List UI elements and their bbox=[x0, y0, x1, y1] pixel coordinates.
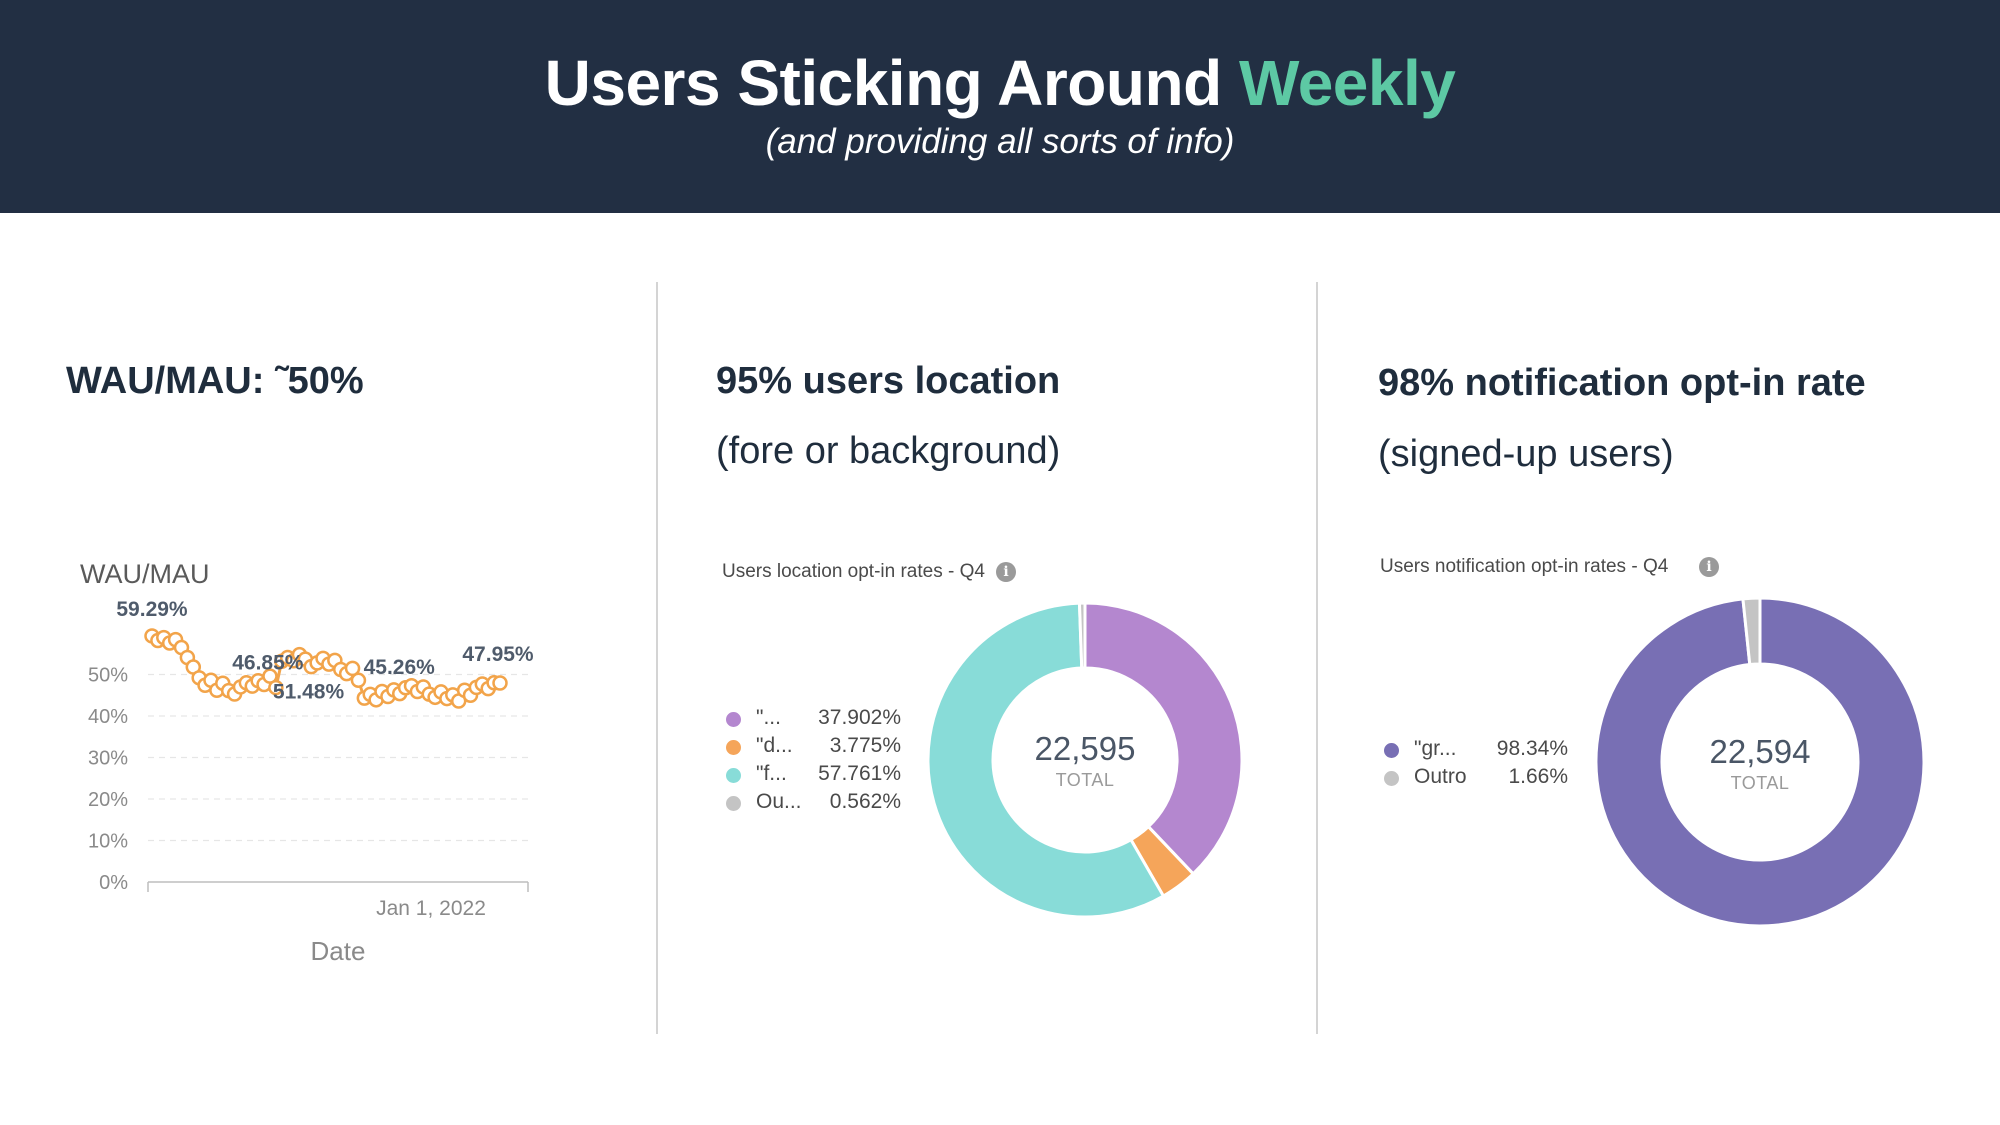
notification-donut-chart bbox=[1595, 597, 1925, 927]
notification-panel-subtitle: (signed-up users) bbox=[1378, 433, 1674, 475]
data-label: 59.29% bbox=[116, 598, 188, 621]
column-divider bbox=[656, 282, 658, 1034]
x-axis-label: Date bbox=[311, 936, 366, 966]
data-point[interactable] bbox=[350, 672, 367, 689]
header-banner: Users Sticking Around Weekly (and provid… bbox=[0, 0, 2000, 213]
legend-value: 98.34% bbox=[1496, 737, 1568, 760]
data-label: 46.85% bbox=[232, 652, 304, 675]
info-icon[interactable]: i bbox=[996, 562, 1016, 582]
x-tick-label: Jan 1, 2022 bbox=[376, 897, 486, 920]
column-divider bbox=[1316, 282, 1318, 1034]
legend-value: 1.66% bbox=[1508, 765, 1568, 788]
legend-item[interactable]: Ou... 0.562% bbox=[726, 790, 901, 818]
data-label: 47.95% bbox=[462, 643, 534, 666]
location-donut-center: 22,595 TOTAL bbox=[985, 730, 1185, 791]
legend-swatch bbox=[726, 712, 741, 727]
legend-item[interactable]: "f... 57.761% bbox=[726, 762, 901, 790]
legend-label: Ou... bbox=[756, 790, 802, 813]
y-tick-label: 10% bbox=[88, 831, 128, 853]
legend-swatch bbox=[726, 796, 741, 811]
page-title: Users Sticking Around Weekly bbox=[0, 46, 2000, 120]
donut-total-value: 22,595 bbox=[1034, 730, 1136, 767]
legend-label: "f... bbox=[756, 762, 787, 785]
legend-item[interactable]: "... 37.902% bbox=[726, 706, 901, 734]
legend-swatch bbox=[1384, 743, 1399, 758]
legend-value: 37.902% bbox=[818, 706, 901, 729]
donut-total-label: TOTAL bbox=[1055, 770, 1115, 790]
title-main: Users Sticking Around bbox=[544, 47, 1223, 119]
data-point[interactable] bbox=[268, 679, 284, 696]
donut-total-label: TOTAL bbox=[1730, 773, 1790, 793]
notification-legend: "gr... 98.34% Outro 1.66% bbox=[1384, 737, 1568, 793]
title-accent: Weekly bbox=[1238, 47, 1456, 119]
donut-slice[interactable] bbox=[1595, 597, 1925, 927]
location-chart-title: Users location opt-in rates - Q4 bbox=[722, 561, 985, 582]
donut-slice[interactable] bbox=[1083, 601, 1244, 876]
wau-panel-title: WAU/MAU: ˜50% bbox=[66, 360, 364, 402]
legend-label: "... bbox=[756, 706, 781, 729]
donut-total-value: 22,594 bbox=[1709, 733, 1811, 770]
y-tick-label: 20% bbox=[88, 789, 128, 811]
line-chart-title: WAU/MAU bbox=[80, 559, 210, 589]
y-tick-label: 0% bbox=[99, 872, 128, 894]
donut-slice[interactable] bbox=[1741, 597, 1762, 667]
location-donut-chart bbox=[926, 601, 1244, 919]
legend-item[interactable]: Outro 1.66% bbox=[1384, 765, 1568, 793]
y-tick-label: 50% bbox=[88, 665, 128, 687]
data-label: 51.48% bbox=[273, 680, 345, 703]
legend-label: "d... bbox=[756, 734, 793, 757]
data-point[interactable] bbox=[344, 660, 361, 677]
donut-slice[interactable] bbox=[926, 601, 1166, 919]
legend-label: "gr... bbox=[1414, 737, 1457, 760]
page-subtitle: (and providing all sorts of info) bbox=[765, 122, 1235, 161]
legend-item[interactable]: "d... 3.775% bbox=[726, 734, 901, 762]
notification-panel-title: 98% notification opt-in rate bbox=[1378, 362, 1866, 404]
data-point[interactable] bbox=[492, 675, 508, 691]
info-icon[interactable]: i bbox=[1699, 557, 1719, 577]
legend-value: 57.761% bbox=[818, 762, 901, 785]
location-panel-title: 95% users location bbox=[716, 360, 1061, 402]
legend-item[interactable]: "gr... 98.34% bbox=[1384, 737, 1568, 765]
location-panel-subtitle: (fore or background) bbox=[716, 430, 1061, 472]
legend-swatch bbox=[726, 768, 741, 783]
donut-slice[interactable] bbox=[1077, 601, 1087, 670]
legend-swatch bbox=[726, 740, 741, 755]
legend-value: 3.775% bbox=[829, 734, 901, 757]
data-label: 45.26% bbox=[364, 656, 436, 679]
wau-mau-line-chart: WAU/MAU 0% 10% 20% 30% 40% 50% Jan 1, 2022 Da… bbox=[80, 559, 534, 966]
y-tick-label: 40% bbox=[88, 706, 128, 728]
legend-label: Outro bbox=[1414, 765, 1467, 788]
legend-value: 0.562% bbox=[829, 790, 901, 813]
notification-donut-center: 22,594 TOTAL bbox=[1660, 733, 1860, 794]
y-tick-label: 30% bbox=[88, 748, 128, 770]
notification-chart-title: Users notification opt-in rates - Q4 bbox=[1380, 556, 1669, 577]
legend-swatch bbox=[1384, 771, 1399, 786]
location-legend: "... 37.902% "d... 3.775% "f... 57.761% Ou... 0… bbox=[726, 706, 901, 818]
